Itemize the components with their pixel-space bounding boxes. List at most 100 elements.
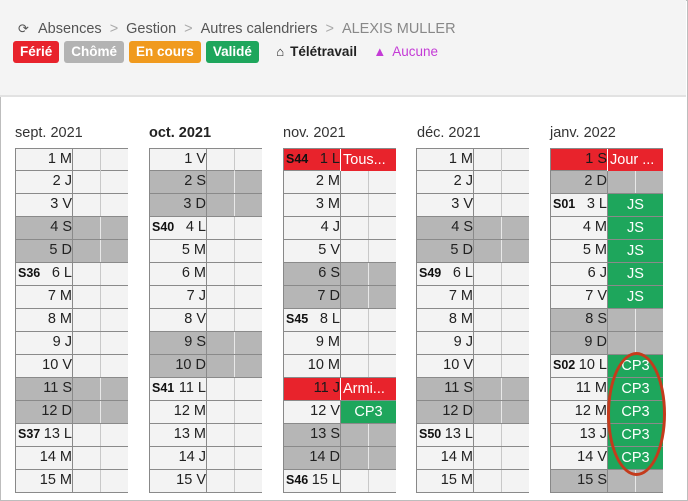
day-cell[interactable]: 5 V	[284, 240, 396, 263]
day-cell[interactable]: 9 D	[551, 332, 663, 355]
day-cell[interactable]: 8 V	[150, 309, 262, 332]
holiday-label[interactable]: Armi...	[341, 378, 396, 400]
day-cell[interactable]: 15 S	[551, 470, 663, 493]
refresh-icon[interactable]: ⟳	[18, 21, 29, 36]
day-cell[interactable]: S45 8 L	[284, 309, 396, 332]
day-cell[interactable]: 14 M	[16, 447, 128, 470]
day-cell[interactable]: 3 M	[284, 194, 396, 217]
day-cell[interactable]: 14 J	[150, 447, 262, 470]
day-cell[interactable]: 14 M	[417, 447, 529, 470]
absence-event[interactable]: CP3	[608, 378, 663, 400]
day-cell[interactable]: 4 M JS	[551, 217, 663, 240]
day-cell[interactable]: 4 J	[284, 217, 396, 240]
day-cell[interactable]: 9 J	[417, 332, 529, 355]
absence-event[interactable]: JS	[608, 263, 663, 285]
absence-event[interactable]: CP3	[608, 424, 663, 446]
day-label: 12 M	[173, 403, 206, 419]
day-cell[interactable]: 7 V JS	[551, 286, 663, 309]
day-cell[interactable]: 9 M	[284, 332, 396, 355]
day-cell[interactable]: 11 S	[417, 378, 529, 401]
day-cell[interactable]: 10 V	[417, 355, 529, 378]
day-cell[interactable]: 13 M	[150, 424, 262, 447]
day-cell[interactable]: 8 M	[417, 309, 529, 332]
day-cell[interactable]: 14 D	[284, 447, 396, 470]
day-cell[interactable]: 10 V	[16, 355, 128, 378]
day-cell[interactable]: 4 S	[417, 217, 529, 240]
day-cell[interactable]: 13 J CP3	[551, 424, 663, 447]
day-cell[interactable]: 12 D	[417, 401, 529, 424]
day-cell[interactable]: 10 M	[284, 355, 396, 378]
day-cell[interactable]: 7 J	[150, 286, 262, 309]
day-cell[interactable]: S49 6 L	[417, 263, 529, 286]
day-cell[interactable]: S36 6 L	[16, 263, 128, 286]
day-cell[interactable]: 1 M	[417, 148, 529, 171]
absence-event[interactable]: JS	[608, 286, 663, 308]
day-cell[interactable]: 11 S	[16, 378, 128, 401]
day-cell[interactable]: 1 V	[150, 148, 262, 171]
day-cell[interactable]: 11 J Armi...	[284, 378, 396, 401]
day-cell[interactable]: 9 S	[150, 332, 262, 355]
day-label: 8 M	[448, 311, 473, 327]
holiday-label[interactable]: Jour ...	[608, 149, 663, 171]
day-cell[interactable]: 12 D	[16, 401, 128, 424]
day-cell[interactable]: S41 11 L	[150, 378, 262, 401]
day-cell[interactable]: 1 M	[16, 148, 128, 171]
cell-divider	[607, 240, 608, 262]
day-cell[interactable]: 10 D	[150, 355, 262, 378]
day-label: 5 M	[181, 242, 206, 258]
day-cell[interactable]: 7 M	[417, 286, 529, 309]
day-cell[interactable]: 13 S	[284, 424, 396, 447]
day-cell[interactable]: 6 J JS	[551, 263, 663, 286]
day-cell[interactable]: 12 M	[150, 401, 262, 424]
day-cell[interactable]: 5 M JS	[551, 240, 663, 263]
day-cell[interactable]: 14 V CP3	[551, 447, 663, 470]
day-cell[interactable]: 7 M	[16, 286, 128, 309]
day-cell[interactable]: S01 3 L JS	[551, 194, 663, 217]
day-cell[interactable]: 6 S	[284, 263, 396, 286]
absence-event[interactable]: JS	[608, 240, 663, 262]
day-cell[interactable]: 2 J	[16, 171, 128, 194]
breadcrumb-absences[interactable]: Absences	[38, 21, 102, 37]
day-cell[interactable]: 1 S Jour ...	[551, 148, 663, 171]
day-cell[interactable]: 15 V	[150, 470, 262, 493]
absence-event[interactable]: CP3	[608, 447, 663, 469]
day-cell[interactable]: S50 13 L	[417, 424, 529, 447]
day-cell[interactable]: 15 M	[417, 470, 529, 493]
day-cell[interactable]: 2 J	[417, 171, 529, 194]
day-cell[interactable]: 3 V	[16, 194, 128, 217]
day-cell[interactable]: 2 M	[284, 171, 396, 194]
day-cell[interactable]: 4 S	[16, 217, 128, 240]
cell-divider	[72, 263, 73, 285]
absence-event[interactable]: CP3	[341, 401, 396, 423]
day-cell[interactable]: 2 D	[551, 171, 663, 194]
day-cell[interactable]: 2 S	[150, 171, 262, 194]
breadcrumb-gestion[interactable]: Gestion	[126, 21, 177, 37]
day-cell[interactable]: 3 V	[417, 194, 529, 217]
day-cell[interactable]: 15 M	[16, 470, 128, 493]
absence-event[interactable]: JS	[608, 194, 663, 216]
day-cell[interactable]: 7 D	[284, 286, 396, 309]
day-cell[interactable]: 8 M	[16, 309, 128, 332]
breadcrumb-autres-calendriers[interactable]: Autres calendriers	[200, 21, 318, 37]
day-cell[interactable]: S02 10 L CP3	[551, 355, 663, 378]
holiday-label[interactable]: Tous...	[341, 149, 396, 171]
day-cell[interactable]: 12 V CP3	[284, 401, 396, 424]
absence-event[interactable]: CP3	[608, 355, 663, 377]
day-label: 10 L	[578, 357, 607, 373]
day-cell[interactable]: S46 15 L	[284, 470, 396, 493]
day-cell[interactable]: S37 13 L	[16, 424, 128, 447]
day-cell[interactable]: 5 D	[16, 240, 128, 263]
absence-event[interactable]: CP3	[608, 401, 663, 423]
day-cell[interactable]: 11 M CP3	[551, 378, 663, 401]
day-cell[interactable]: 9 J	[16, 332, 128, 355]
day-cell[interactable]: 6 M	[150, 263, 262, 286]
absence-event[interactable]: JS	[608, 217, 663, 239]
day-cell[interactable]: 8 S	[551, 309, 663, 332]
cell-divider	[501, 424, 502, 446]
day-cell[interactable]: 5 M	[150, 240, 262, 263]
day-cell[interactable]: 5 D	[417, 240, 529, 263]
day-cell[interactable]: 12 M CP3	[551, 401, 663, 424]
day-cell[interactable]: S44 1 L Tous...	[284, 148, 396, 171]
day-cell[interactable]: S40 4 L	[150, 217, 262, 240]
day-cell[interactable]: 3 D	[150, 194, 262, 217]
